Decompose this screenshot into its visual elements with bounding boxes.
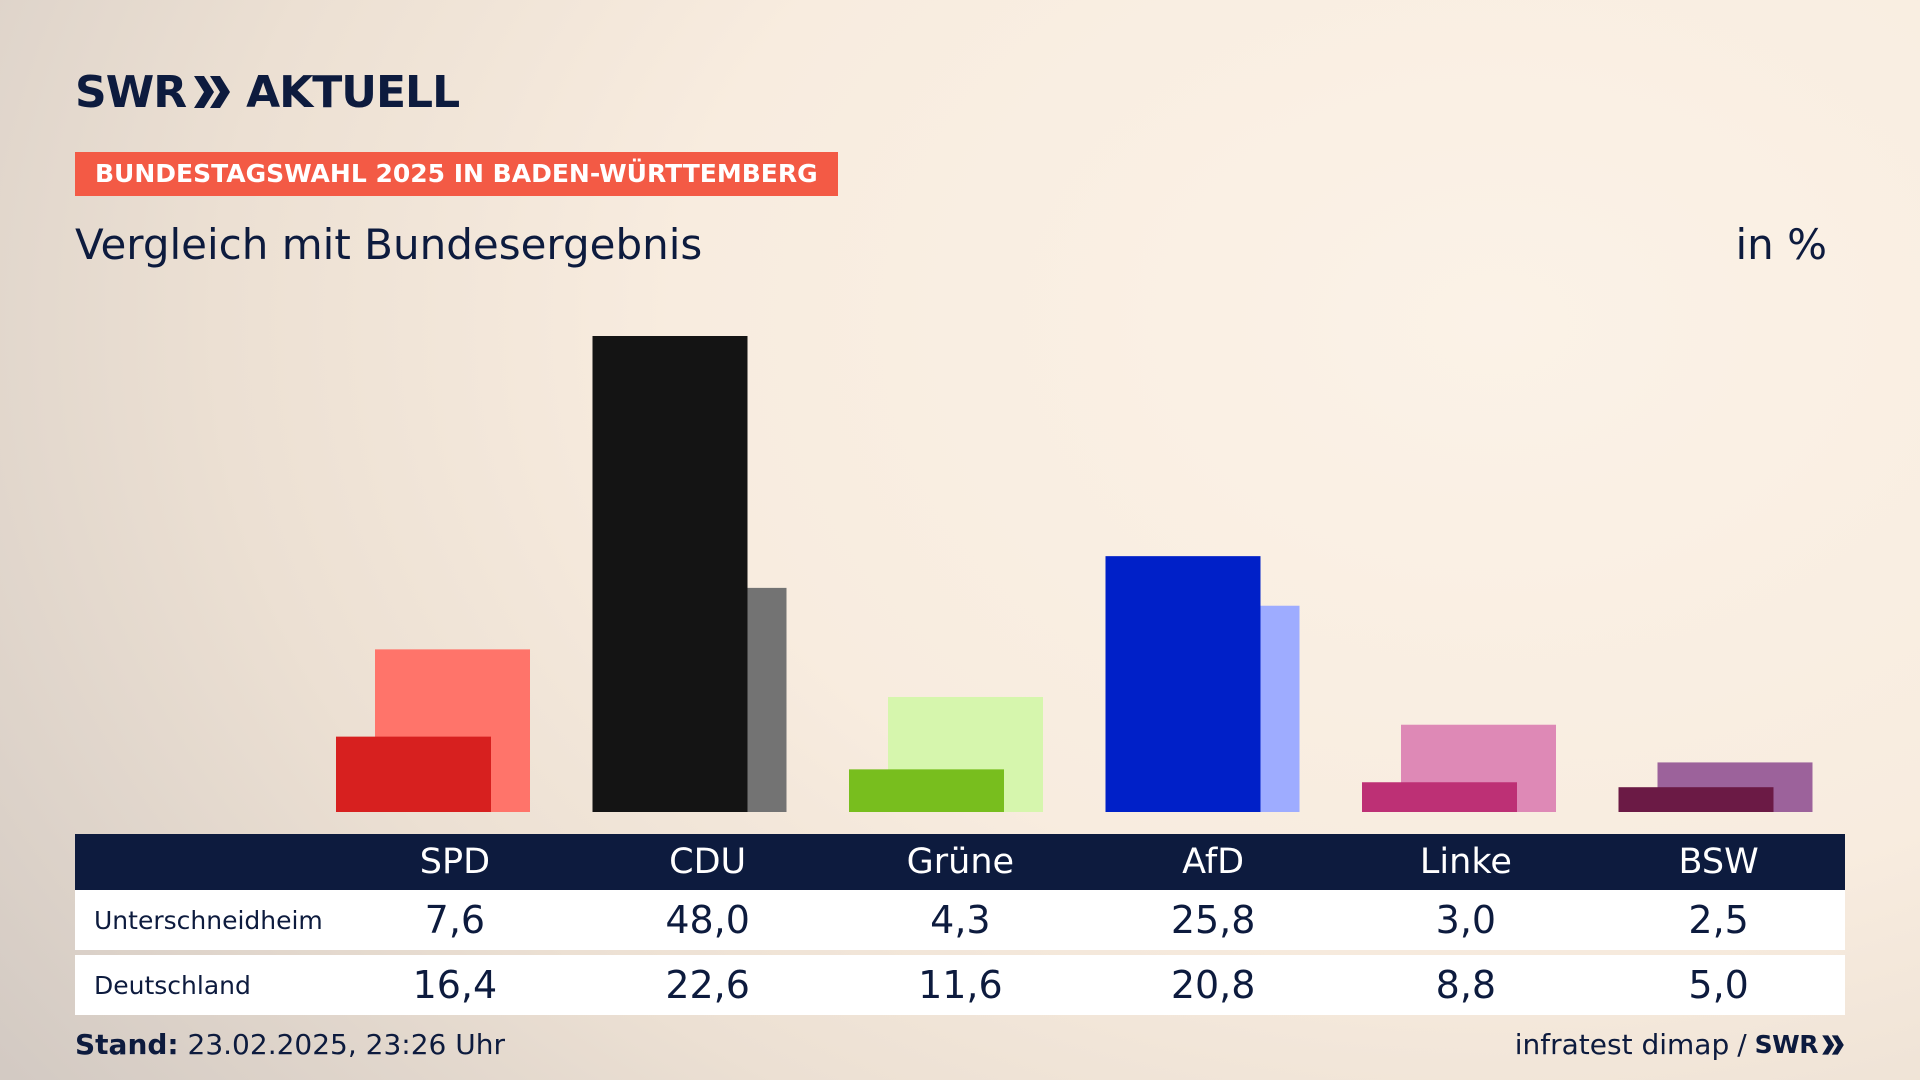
source-separator: / — [1737, 1028, 1747, 1061]
bar-unterschneidheim-bsw — [1618, 787, 1774, 812]
chart-title: Vergleich mit Bundesergebnis — [75, 220, 703, 269]
header-party-cdu: CDU — [669, 842, 747, 882]
value-cell: 22,6 — [665, 963, 750, 1007]
double-chevron-icon — [194, 76, 231, 108]
header-party-spd: SPD — [419, 842, 491, 882]
value-cell: 20,8 — [1170, 963, 1256, 1007]
header-party-afd: AfD — [1182, 842, 1245, 882]
header-empty-cell — [75, 834, 329, 890]
mini-logo-text: SWR — [1754, 1030, 1819, 1059]
bar-unterschneidheim-spd — [336, 736, 491, 812]
value-cell: 4,3 — [930, 898, 991, 942]
value-cell: 3,0 — [1435, 898, 1497, 942]
table-row-deutschland: Deutschland 16,4 22,6 11,6 20,8 8,8 5,0 — [75, 955, 1845, 1015]
row-label: Deutschland — [94, 970, 251, 1000]
stand-value: 23.02.2025, 23:26 Uhr — [187, 1028, 505, 1061]
value-cell: 2,5 — [1688, 898, 1749, 942]
results-table: SPD CDU Grüne AfD Linke BSW Unterschneid… — [75, 834, 1845, 1015]
unit-label: in % — [1735, 220, 1827, 269]
header-party-gruene: Grüne — [906, 842, 1015, 882]
value-cell: 8,8 — [1435, 963, 1497, 1007]
value-cell: 5,0 — [1688, 963, 1749, 1007]
swr-mini-logo: SWR — [1755, 1030, 1845, 1059]
source-credit: infratest dimap / SWR — [1515, 1028, 1845, 1061]
table-row-unterschneidheim: Unterschneidheim 7,6 48,0 4,3 25,8 3,0 2… — [75, 890, 1845, 950]
value-cell: 25,8 — [1170, 898, 1256, 942]
header-party-linke: Linke — [1419, 842, 1512, 882]
stand-label: Stand: — [75, 1028, 179, 1061]
table-header: SPD CDU Grüne AfD Linke BSW — [75, 834, 1845, 890]
bar-unterschneidheim-linke — [1362, 782, 1517, 812]
row-label: Unterschneidheim — [94, 905, 323, 935]
timestamp: Stand: 23.02.2025, 23:26 Uhr — [75, 1028, 505, 1061]
double-chevron-icon — [1822, 1034, 1844, 1055]
header-party-bsw: BSW — [1678, 842, 1759, 882]
value-cell: 16,4 — [412, 963, 498, 1007]
logo-aktuell: AKTUELL — [246, 66, 460, 118]
election-badge: BUNDESTAGSWAHL 2025 IN BADEN-WÜRTTEMBERG — [75, 152, 838, 196]
value-cell: 48,0 — [665, 898, 750, 942]
value-cell: 7,6 — [424, 898, 486, 942]
bar-unterschneidheim-afd — [1105, 556, 1261, 812]
source-text: infratest dimap — [1514, 1028, 1730, 1061]
bar-unterschneidheim-grüne — [849, 769, 1004, 812]
logo-swr: SWR — [75, 66, 187, 118]
value-cell: 11,6 — [918, 963, 1003, 1007]
bar-unterschneidheim-cdu — [592, 336, 748, 812]
swr-aktuell-logo: SWR AKTUELL — [75, 64, 460, 120]
